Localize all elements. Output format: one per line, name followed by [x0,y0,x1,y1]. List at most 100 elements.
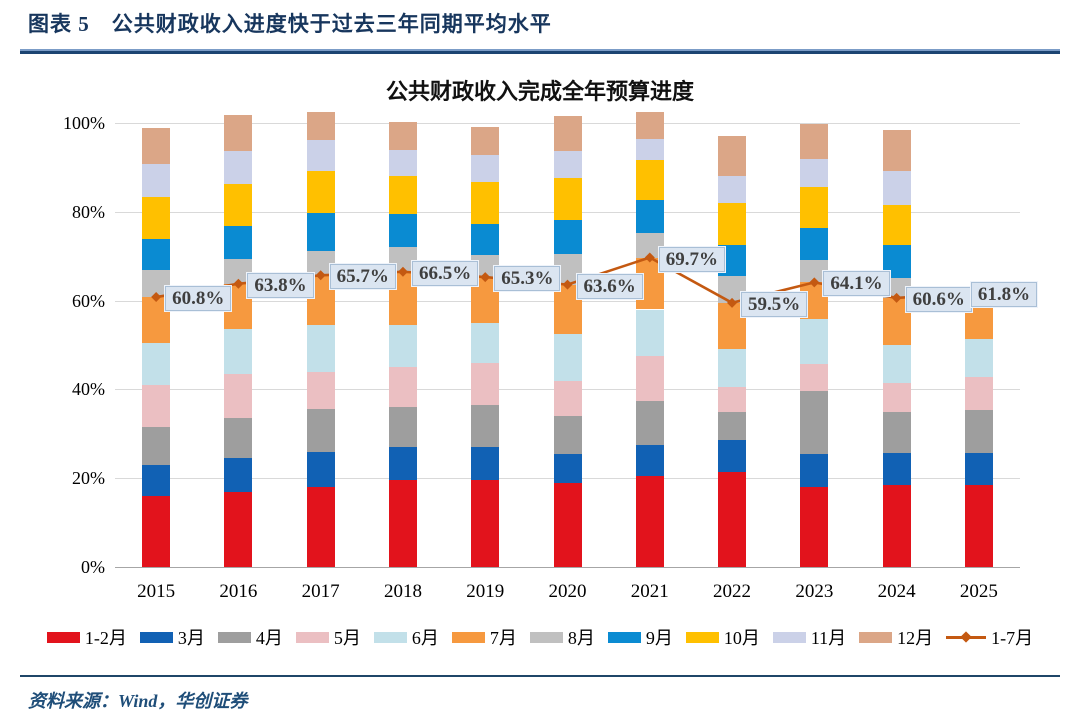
bar-segment-2017-10月 [306,170,335,214]
legend-swatch-icon [295,631,329,643]
bar-segment-2025-3月 [964,452,993,485]
progress-line [151,252,984,308]
x-tick-label-2018: 2018 [383,581,422,602]
data-label-2023: 64.1% [823,271,890,297]
bar-segment-2017-9月 [306,213,335,251]
bar-segment-2020-12月 [553,115,582,152]
bar-segment-2025-1-2月 [964,484,993,567]
bar-segment-2024-3月 [882,452,911,485]
legend-item-7月: 7月 [451,624,517,650]
bar-segment-2023-10月 [800,186,829,228]
x-tick-label-2025: 2025 [959,581,998,602]
figure-caption-title: 公共财政收入进度快于过去三年同期平均水平 [111,12,552,36]
legend-swatch-icon [139,631,173,643]
legend-item-9月: 9月 [607,624,673,650]
legend-swatch-icon [46,631,80,643]
bar-segment-2018-5月 [388,367,417,408]
bar-segment-2017-4月 [306,409,335,452]
legend-swatch-icon [607,631,641,643]
legend-item-12月: 12月 [859,624,933,650]
bar-segment-2017-12月 [306,111,335,140]
bar-segment-2022-1-2月 [718,471,747,567]
bar-segment-2018-10月 [388,176,417,215]
bar-segment-2015-11月 [142,163,171,198]
bar-segment-2015-10月 [142,197,171,240]
bar-segment-2019-9月 [471,223,500,255]
stacked-bar-2024 [882,0,911,567]
bar-segment-2024-12月 [882,129,911,172]
bar-segment-2022-11月 [718,176,747,203]
bar-segment-2024-11月 [882,171,911,205]
line-marker-2016 [233,278,244,289]
legend-item-1-2月: 1-2月 [46,624,127,650]
line-marker-2022 [727,297,738,308]
bar-segment-2020-9月 [553,220,582,254]
x-tick-label-2017: 2017 [301,581,340,602]
bar-segment-2024-6月 [882,345,911,384]
bar-segment-2015-1-2月 [142,495,171,567]
bar-segment-2023-3月 [800,454,829,488]
legend-swatch-icon [859,631,893,643]
bar-segment-2018-6月 [388,325,417,368]
bar-segment-2015-5月 [142,384,171,428]
data-label-2020: 63.6% [576,273,643,299]
figure-caption: 图表 5 公共财政收入进度快于过去三年同期平均水平 [28,8,552,38]
legend: 1-2月 3月 4月 5月 6月 7月 8月 9月 10月 11月 12月 1-7月 [0,624,1080,650]
data-label-2022: 59.5% [741,291,808,317]
data-label-2016: 63.8% [247,272,314,298]
bar-segment-2021-1-2月 [635,475,664,567]
bar-segment-2016-6月 [224,329,253,374]
bar-segment-2016-12月 [224,115,253,151]
bar-segment-2020-11月 [553,151,582,179]
bar-segment-2020-1-2月 [553,482,582,567]
line-marker-2024 [891,292,902,303]
legend-swatch-icon [217,631,251,643]
bar-segment-2024-5月 [882,383,911,412]
legend-swatch-icon [685,631,719,643]
bar-segment-2020-4月 [553,416,582,454]
legend-item-6月: 6月 [373,624,439,650]
bar-segment-2016-11月 [224,150,253,184]
line-marker-2015 [151,292,162,303]
bar-segment-2017-1-2月 [306,487,335,567]
bar-segment-2024-10月 [882,204,911,245]
bar-segment-2016-10月 [224,183,253,227]
bar-segment-2023-12月 [800,123,829,159]
bar-segment-2023-11月 [800,158,829,187]
y-tick-label: 80% [72,201,105,222]
bar-segment-2021-6月 [635,309,664,357]
bar-segment-2023-6月 [800,319,829,364]
bar-segment-2022-4月 [718,411,747,441]
bar-segment-2018-3月 [388,447,417,481]
bar-segment-2015-6月 [142,342,171,385]
data-label-2024: 60.6% [905,286,972,312]
bar-segment-2019-5月 [471,362,500,405]
bar-segment-2019-6月 [471,322,500,363]
bar-segment-2024-1-2月 [882,484,911,567]
bar-segment-2021-11月 [635,138,664,160]
legend-item-10月: 10月 [685,624,760,650]
legend-swatch-icon [373,631,407,643]
y-tick-label: 40% [72,379,105,400]
x-tick-label-2016: 2016 [219,581,258,602]
x-tick-label-2019: 2019 [466,581,505,602]
legend-item-5月: 5月 [295,624,361,650]
bar-segment-2019-11月 [471,154,500,182]
bar-segment-2019-10月 [471,181,500,224]
footer-divider [20,675,1060,677]
bar-segment-2017-3月 [306,451,335,488]
legend-item-4月: 4月 [217,624,283,650]
legend-line-marker-icon [946,630,987,643]
x-tick-label-2020: 2020 [548,581,587,602]
bar-segment-2015-9月 [142,239,171,271]
bar-segment-2020-5月 [553,380,582,417]
bar-segment-2016-9月 [224,226,253,260]
y-tick-label: 20% [72,468,105,489]
bar-segment-2018-1-2月 [388,480,417,567]
x-tick-label-2022: 2022 [713,581,752,602]
bar-segment-2019-3月 [471,447,500,481]
bar-segment-2016-1-2月 [224,491,253,567]
bar-segment-2021-3月 [635,444,664,476]
bar-segment-2023-5月 [800,363,829,392]
bar-segment-2019-1-2月 [471,480,500,567]
